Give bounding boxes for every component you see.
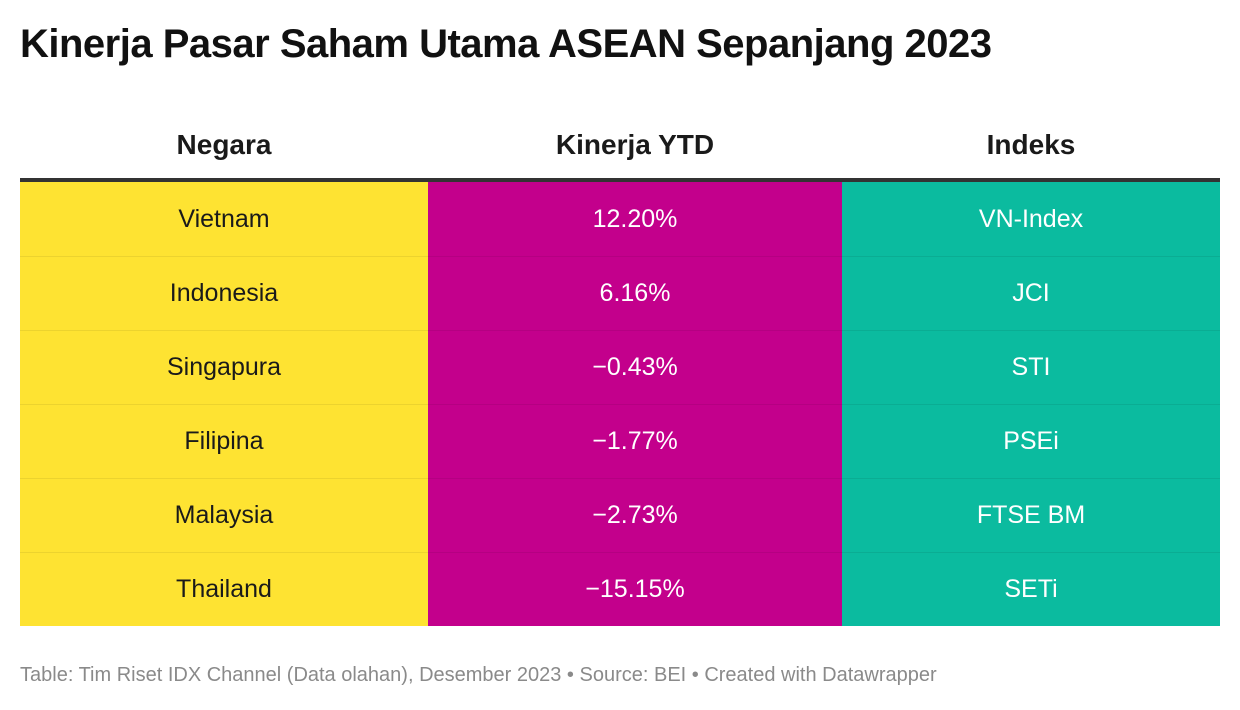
cell-negara: Singapura	[20, 330, 428, 404]
chart-title: Kinerja Pasar Saham Utama ASEAN Sepanjan…	[20, 22, 992, 66]
table-row: Indonesia 6.16% JCI	[20, 256, 1220, 330]
footer-credits: Table: Tim Riset IDX Channel (Data olaha…	[20, 664, 937, 686]
header-indeks: Indeks	[986, 129, 1076, 160]
cell-kinerja: −2.73%	[428, 478, 842, 552]
cell-indeks: SETi	[842, 552, 1220, 626]
header-kinerja-ytd: Kinerja YTD	[555, 129, 715, 160]
header-negara: Negara	[176, 129, 272, 160]
table-row: Singapura −0.43% STI	[20, 330, 1220, 404]
cell-negara: Vietnam	[20, 182, 428, 256]
cell-indeks: STI	[842, 330, 1220, 404]
table-row: Malaysia −2.73% FTSE BM	[20, 478, 1220, 552]
table-header: Negara Kinerja YTD Indeks	[20, 112, 1220, 182]
cell-negara: Malaysia	[20, 478, 428, 552]
cell-indeks: PSEi	[842, 404, 1220, 478]
data-table: Negara Kinerja YTD Indeks Vietnam 12.20% V…	[20, 112, 1220, 626]
table-body: Vietnam 12.20% VN-Index Indonesia 6.16% JCI Si…	[20, 182, 1220, 626]
cell-negara: Filipina	[20, 404, 428, 478]
table-row: Vietnam 12.20% VN-Index	[20, 182, 1220, 256]
cell-indeks: VN-Index	[842, 182, 1220, 256]
cell-negara: Thailand	[20, 552, 428, 626]
cell-kinerja: 12.20%	[428, 182, 842, 256]
cell-kinerja: −15.15%	[428, 552, 842, 626]
cell-kinerja: 6.16%	[428, 256, 842, 330]
cell-kinerja: −1.77%	[428, 404, 842, 478]
table-row: Filipina −1.77% PSEi	[20, 404, 1220, 478]
cell-kinerja: −0.43%	[428, 330, 842, 404]
cell-negara: Indonesia	[20, 256, 428, 330]
cell-indeks: JCI	[842, 256, 1220, 330]
table-row: Thailand −15.15% SETi	[20, 552, 1220, 626]
cell-indeks: FTSE BM	[842, 478, 1220, 552]
